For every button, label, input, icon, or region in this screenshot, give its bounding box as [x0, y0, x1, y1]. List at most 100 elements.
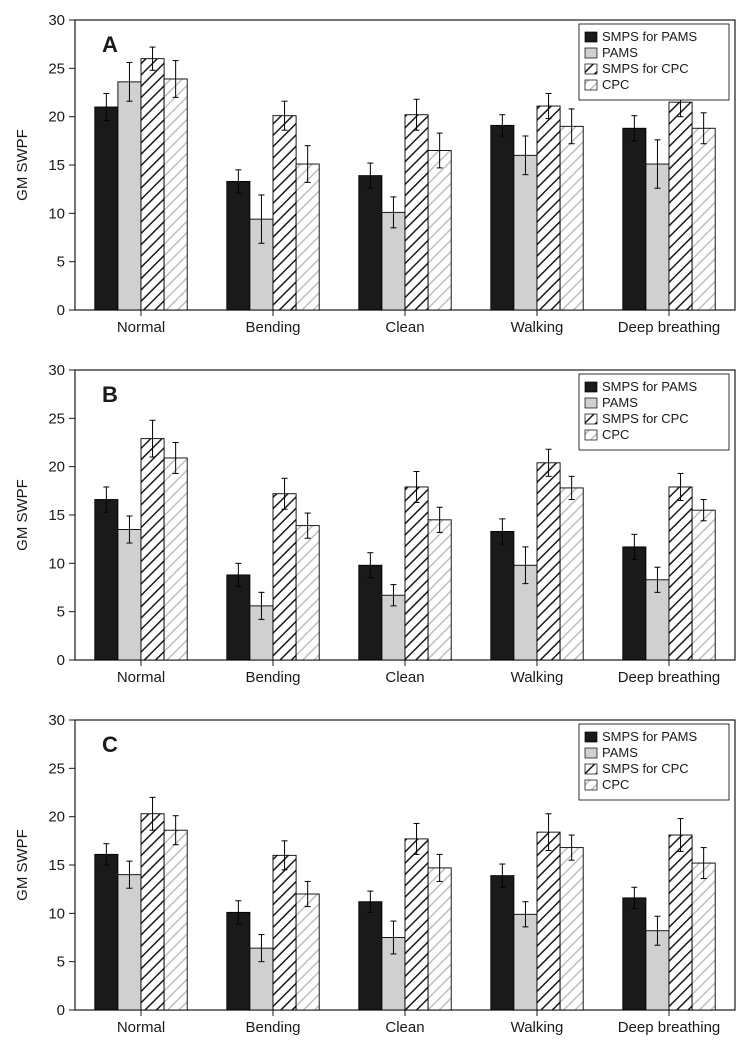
legend-label: PAMS [602, 745, 638, 760]
bar [273, 116, 296, 310]
svg-text:Clean: Clean [385, 669, 424, 686]
svg-text:5: 5 [57, 604, 65, 621]
bar [164, 830, 187, 1010]
bar [537, 832, 560, 1010]
bar [491, 125, 514, 310]
panel-A: 051015202530GM SWPFANormalBendingCleanWa… [14, 12, 735, 336]
bar [428, 520, 451, 660]
svg-text:Walking: Walking [511, 319, 564, 336]
legend-label: CPC [602, 77, 629, 92]
svg-text:25: 25 [48, 760, 65, 777]
bar [118, 875, 141, 1010]
bar [164, 79, 187, 310]
svg-text:20: 20 [48, 109, 65, 126]
bar [359, 902, 382, 1010]
svg-text:10: 10 [48, 555, 65, 572]
bar [669, 835, 692, 1010]
bar [537, 463, 560, 660]
svg-text:0: 0 [57, 652, 65, 669]
svg-text:Normal: Normal [117, 1019, 165, 1036]
legend-label: SMPS for PAMS [602, 729, 697, 744]
chart-svg: 051015202530GM SWPFANormalBendingCleanWa… [0, 0, 752, 1050]
svg-text:20: 20 [48, 459, 65, 476]
bar [560, 848, 583, 1010]
legend-label: CPC [602, 777, 629, 792]
svg-text:0: 0 [57, 302, 65, 319]
svg-text:Normal: Normal [117, 669, 165, 686]
svg-text:25: 25 [48, 60, 65, 77]
legend-label: SMPS for PAMS [602, 379, 697, 394]
bar [95, 854, 118, 1010]
bar [273, 494, 296, 660]
bar [118, 82, 141, 310]
bar [491, 876, 514, 1010]
svg-text:15: 15 [48, 507, 65, 524]
bar [514, 155, 537, 310]
bar [669, 102, 692, 310]
panel-B: 0 5 10 15 20 25 30 GM SWPF B Normal Bending Clean Wa… [14, 362, 735, 686]
bar [227, 912, 250, 1010]
svg-text:Deep breathing: Deep breathing [618, 1019, 721, 1036]
bar [491, 531, 514, 660]
bar [95, 107, 118, 310]
bar [296, 164, 319, 310]
svg-text:Normal: Normal [117, 319, 165, 336]
svg-text:Walking: Walking [511, 1019, 564, 1036]
legend-label: SMPS for PAMS [602, 29, 697, 44]
bar [428, 868, 451, 1010]
svg-text:GM SWPF: GM SWPF [14, 129, 31, 201]
svg-text:Bending: Bending [245, 669, 300, 686]
bar [141, 59, 164, 310]
bar [296, 526, 319, 660]
legend-label: CPC [602, 427, 629, 442]
svg-text:30: 30 [48, 12, 65, 29]
bar [405, 487, 428, 660]
svg-text:GM SWPF: GM SWPF [14, 479, 31, 551]
legend-label: PAMS [602, 395, 638, 410]
bar [296, 894, 319, 1010]
svg-text:25: 25 [48, 410, 65, 427]
svg-text:10: 10 [48, 205, 65, 222]
bar [273, 855, 296, 1010]
bar [227, 181, 250, 310]
svg-text:Clean: Clean [385, 319, 424, 336]
bar [359, 565, 382, 660]
bar [692, 510, 715, 660]
legend-label: SMPS for CPC [602, 761, 689, 776]
legend-label: SMPS for CPC [602, 411, 689, 426]
svg-text:Walking: Walking [511, 669, 564, 686]
chart-figure: 051015202530GM SWPFANormalBendingCleanWa… [0, 0, 752, 1050]
bar [405, 839, 428, 1010]
svg-text:Bending: Bending [245, 1019, 300, 1036]
svg-text:C: C [102, 732, 118, 757]
svg-text:GM SWPF: GM SWPF [14, 829, 31, 901]
svg-text:20: 20 [48, 809, 65, 826]
bar [95, 500, 118, 660]
bar [537, 106, 560, 310]
bar [405, 115, 428, 310]
bar [623, 898, 646, 1010]
bar [118, 530, 141, 661]
bar [669, 487, 692, 660]
svg-text:5: 5 [57, 954, 65, 971]
svg-text:Deep breathing: Deep breathing [618, 319, 721, 336]
svg-text:B: B [102, 382, 118, 407]
bar [560, 488, 583, 660]
svg-text:15: 15 [48, 157, 65, 174]
svg-text:Clean: Clean [385, 1019, 424, 1036]
bar [359, 176, 382, 310]
svg-text:10: 10 [48, 905, 65, 922]
legend-label: SMPS for CPC [602, 61, 689, 76]
bar [623, 128, 646, 310]
svg-text:5: 5 [57, 254, 65, 271]
legend-label: PAMS [602, 45, 638, 60]
svg-text:15: 15 [48, 857, 65, 874]
bar [623, 547, 646, 660]
svg-text:Bending: Bending [245, 319, 300, 336]
svg-text:30: 30 [48, 712, 65, 729]
svg-text:0: 0 [57, 1002, 65, 1019]
svg-text:Deep breathing: Deep breathing [618, 669, 721, 686]
bar [692, 128, 715, 310]
bar [428, 151, 451, 311]
svg-text:30: 30 [48, 362, 65, 379]
